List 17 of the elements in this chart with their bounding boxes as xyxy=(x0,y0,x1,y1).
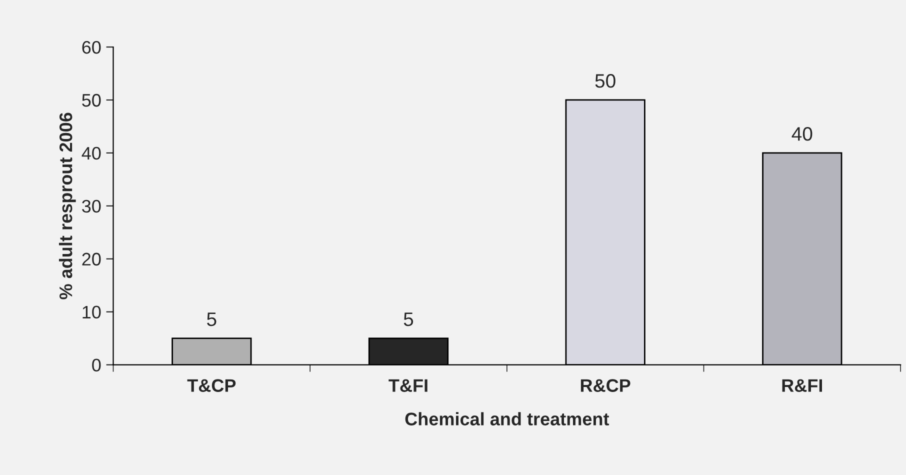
data-label: 40 xyxy=(792,127,812,141)
y-tick-label: 10 xyxy=(82,306,101,319)
y-tick-label: 20 xyxy=(82,252,101,266)
data-label: 50 xyxy=(595,74,616,88)
x-tick-label: R&CP xyxy=(580,379,630,392)
y-tick-label: 30 xyxy=(82,200,101,213)
y-tick-label: 0 xyxy=(92,358,101,372)
data-label: 5 xyxy=(207,312,216,326)
y-axis-title: % adult resprout 2006 xyxy=(58,112,76,300)
y-tick-label: 60 xyxy=(82,40,101,54)
y-tick-label: 40 xyxy=(82,146,101,160)
data-label: 5 xyxy=(404,312,414,326)
x-tick-label: R&FI xyxy=(782,379,822,392)
y-tick-label: 50 xyxy=(82,94,101,107)
x-tick-label: T&FI xyxy=(388,379,428,392)
x-axis-title: Chemical and treatment xyxy=(405,412,610,426)
x-tick-label: T&CP xyxy=(187,379,236,392)
